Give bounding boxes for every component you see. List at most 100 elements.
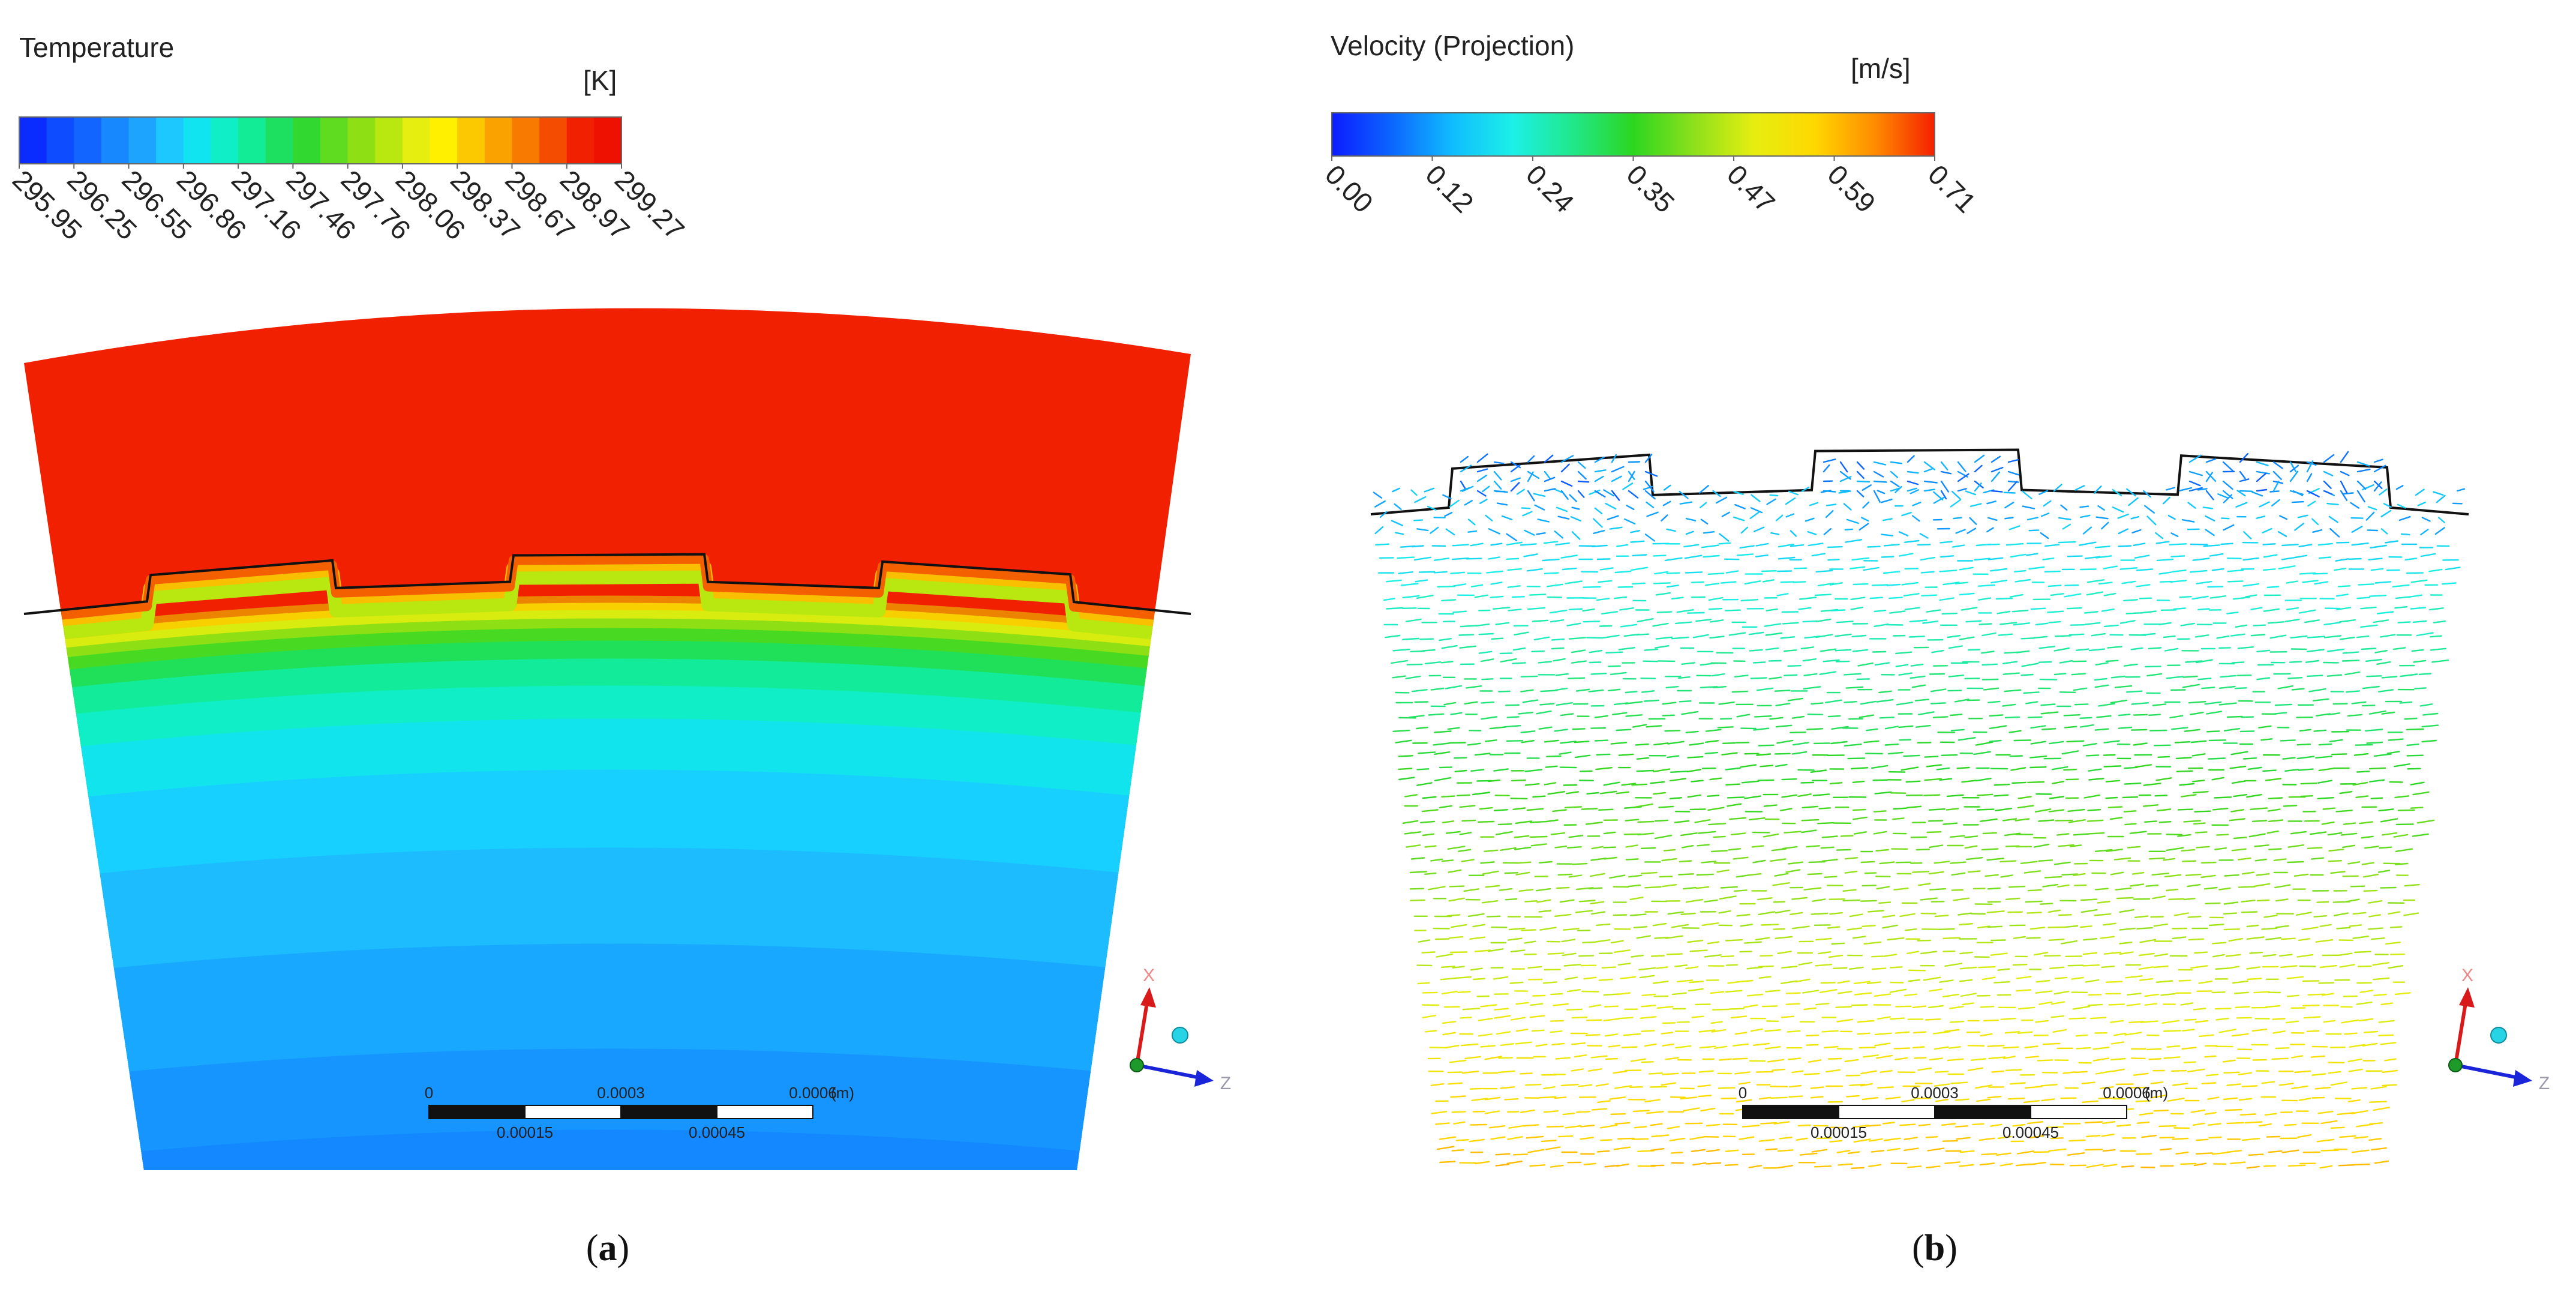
velocity-vector (2202, 862, 2215, 863)
velocity-vector (1844, 890, 1856, 891)
velocity-vector (1632, 583, 1645, 584)
velocity-vector (1977, 1099, 1990, 1101)
velocity-vector (1571, 517, 1581, 521)
velocity-vector (1465, 500, 1472, 505)
velocity-vector (1726, 1150, 1738, 1152)
velocity-vector (2269, 798, 2282, 799)
velocity-vector (1614, 950, 1630, 952)
velocity-vector (2035, 1021, 2048, 1022)
velocity-vector (1929, 821, 1942, 822)
velocity-vector (2331, 872, 2344, 873)
velocity-vector (2076, 486, 2085, 490)
velocity-vector (1663, 1044, 1674, 1046)
colorbar-a-segment (47, 117, 75, 164)
velocity-vector (1395, 504, 1401, 509)
velocity-vector (2299, 544, 2312, 547)
scale-label-top: 0.0006 (2103, 1084, 2151, 1102)
velocity-vector (1575, 756, 1590, 757)
velocity-vector (1446, 529, 1454, 535)
velocity-vector (1857, 462, 1864, 469)
velocity-vector (2340, 954, 2352, 955)
velocity-vector (1575, 741, 1589, 742)
velocity-vector (2218, 494, 2227, 498)
velocity-vector (2298, 757, 2314, 759)
velocity-vector (1830, 913, 1842, 914)
velocity-vector (1905, 1137, 1917, 1139)
caption-b-letter: b (1925, 1228, 1945, 1269)
velocity-vector (1722, 512, 1730, 517)
velocity-vector (2196, 1021, 2208, 1022)
velocity-vector (2120, 928, 2135, 930)
velocity-vector (1764, 805, 1777, 807)
velocity-vector (1809, 1060, 1821, 1062)
velocity-vector (2038, 820, 2053, 822)
velocity-vector (1500, 889, 1512, 891)
velocity-vector (2281, 966, 2296, 967)
velocity-vector (1527, 1137, 1544, 1138)
velocity-vector (1455, 977, 1471, 978)
velocity-vector (2089, 778, 2103, 780)
colorbar-a-segment (266, 117, 294, 164)
velocity-vector (2299, 1098, 2311, 1100)
velocity-vector (2016, 819, 2029, 821)
velocity-vector (1539, 911, 1551, 912)
velocity-vector (1485, 740, 1496, 741)
velocity-vector (1976, 742, 1992, 745)
velocity-vector (2282, 544, 2298, 545)
velocity-vector (1776, 937, 1792, 939)
velocity-vector (1662, 1033, 1673, 1034)
velocity-vector (2080, 926, 2092, 927)
velocity-vector (1998, 969, 2010, 970)
velocity-vector (1788, 862, 1803, 864)
velocity-vector (1561, 714, 1573, 715)
velocity-vector (2374, 620, 2388, 622)
velocity-vector (1401, 584, 1418, 586)
velocity-vector (1431, 1084, 1444, 1086)
velocity-vector (1609, 1045, 1620, 1047)
velocity-vector (1952, 890, 1963, 891)
velocity-vector (2163, 497, 2170, 503)
velocity-vector (1880, 862, 1895, 864)
velocity-vector (1731, 833, 1745, 835)
velocity-vector (1955, 699, 1968, 702)
velocity-vector (2097, 517, 2108, 519)
velocity-vector (2233, 981, 2248, 983)
velocity-vector (1891, 462, 1902, 463)
velocity-vector (2131, 517, 2139, 518)
velocity-vector (1555, 730, 1568, 732)
velocity-vector (1680, 502, 1692, 504)
velocity-vector (2228, 570, 2243, 571)
velocity-vector (1983, 978, 1995, 979)
velocity-vector (2145, 1004, 2157, 1005)
velocity-vector (1742, 527, 1748, 533)
velocity-vector (1601, 792, 1616, 793)
velocity-vector (1710, 620, 1723, 622)
velocity-vector (1485, 1098, 1500, 1099)
velocity-vector (1921, 898, 1937, 900)
velocity-vector (2061, 941, 2077, 944)
velocity-vector (1626, 845, 1638, 847)
velocity-vector (2041, 1084, 2056, 1086)
velocity-vector (2354, 1164, 2370, 1165)
velocity-vector (1572, 508, 1580, 509)
velocity-vector (1950, 1047, 1960, 1048)
temperature-unit: [K] (583, 65, 617, 96)
velocity-vector (2189, 939, 2203, 940)
velocity-vector (2368, 901, 2382, 903)
velocity-vector (2446, 567, 2460, 569)
velocity-vector (1828, 927, 1839, 928)
velocity-vector (1428, 887, 1445, 890)
velocity-vector (2197, 581, 2211, 584)
velocity-vector (1667, 529, 1676, 531)
velocity-vector (1664, 502, 1670, 505)
axis-x-label: X (2461, 966, 2473, 985)
velocity-vector (2103, 1150, 2115, 1151)
velocity-vector (2029, 567, 2044, 569)
velocity-vector (1641, 873, 1657, 874)
velocity-vector (2227, 967, 2239, 969)
velocity-vector (1539, 662, 1551, 663)
velocity-vector (1450, 500, 1459, 507)
velocity-vector (2205, 1113, 2216, 1114)
velocity-vector (2130, 832, 2146, 834)
velocity-vector (1562, 491, 1568, 499)
